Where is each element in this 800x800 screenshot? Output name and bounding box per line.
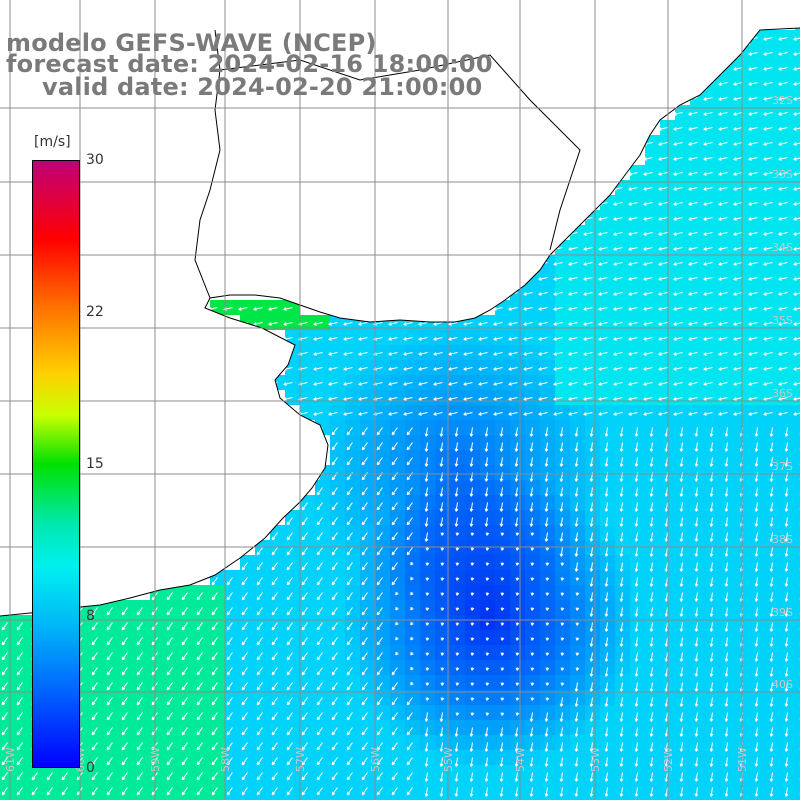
model-title: modelo GEFS-WAVE (NCEP)	[6, 29, 377, 57]
lat-label: 40S	[772, 678, 793, 691]
lon-label: 52W	[662, 747, 675, 772]
lat-label: 32S	[772, 94, 793, 107]
colorbar-tick-0: 0	[86, 760, 95, 776]
lon-label: 51W	[736, 747, 749, 772]
border-line-2	[219, 54, 581, 251]
lat-label: 34S	[772, 241, 793, 254]
lon-label: 57W	[294, 747, 307, 772]
land-mass	[0, 0, 800, 616]
lon-label: 55W	[442, 747, 455, 772]
valid-date: valid date: 2024-02-20 21:00:00	[42, 73, 483, 101]
wind-arrows	[1, 7, 800, 797]
border-line	[194, 29, 221, 299]
lat-label: 35S	[772, 314, 793, 327]
lat-label: 36S	[772, 387, 793, 400]
colorbar-tick-22: 22	[86, 304, 104, 320]
coastline	[0, 27, 800, 617]
lat-label: 33S	[772, 168, 793, 181]
forecast-date: forecast date: 2024-02-16 18:00:00	[6, 50, 493, 78]
colorbar-tick-8: 8	[86, 608, 95, 624]
colorbar	[32, 160, 80, 768]
lon-label: 59W	[149, 747, 162, 772]
colorbar-tick-15: 15	[86, 456, 104, 472]
lon-label: 58W	[219, 747, 232, 772]
colorbar-tick-30: 30	[86, 152, 104, 168]
colorbar-unit: [m/s]	[34, 134, 71, 150]
lat-label: 38S	[772, 533, 793, 546]
lat-label: 37S	[772, 460, 793, 473]
lon-label: 53W	[589, 747, 602, 772]
lon-label: 56W	[369, 747, 382, 772]
lon-label: 61W	[4, 747, 17, 772]
lat-label: 39S	[772, 606, 793, 619]
lon-label: 54W	[514, 747, 527, 772]
